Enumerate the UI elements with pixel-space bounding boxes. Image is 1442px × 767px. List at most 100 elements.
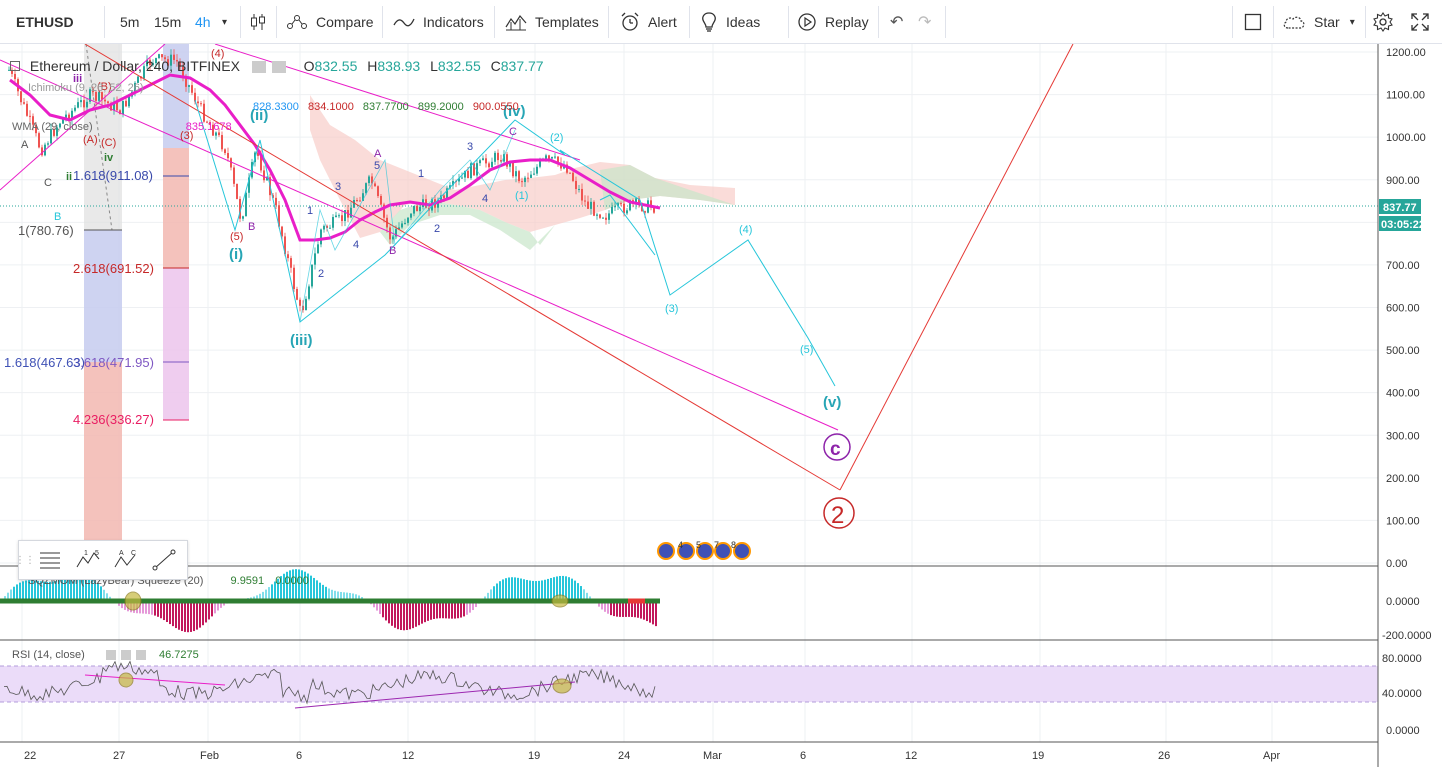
squeeze-bar: [283, 573, 285, 601]
trend-line-icon[interactable]: [145, 541, 183, 579]
squeeze-bar: [553, 577, 555, 601]
lines-icon[interactable]: [31, 541, 69, 579]
highlight-ellipse: [551, 594, 569, 608]
divider: [1232, 6, 1233, 38]
candle-body: [536, 166, 538, 174]
candle-body: [314, 253, 316, 265]
alert-button[interactable]: Alert: [620, 0, 677, 44]
svg-text:1: 1: [84, 550, 88, 557]
economic-events[interactable]: 4 5 7 8: [657, 540, 751, 560]
squeeze-bar: [103, 589, 105, 601]
squeeze-bar: [199, 601, 201, 628]
symbol-title: Ethereum / Dollar, 240, BITFINEX: [29, 58, 240, 74]
settings-icon[interactable]: [105, 650, 116, 661]
candle-body: [368, 176, 370, 184]
squeeze-bar: [544, 579, 546, 601]
elliott-wave-sub: [299, 129, 516, 323]
chart-area[interactable]: 4 5 7 8 1.618(911.08) 1(780.76) 2.618(69…: [0, 44, 1442, 767]
rsi-divergence-line: [294, 681, 576, 709]
candle-body: [170, 54, 172, 66]
flag-icon[interactable]: [714, 542, 732, 560]
squeeze-bar: [601, 601, 603, 610]
ideas-button[interactable]: Ideas: [700, 0, 760, 44]
close-icon[interactable]: [135, 650, 146, 661]
elliott-wave-cyan: [194, 99, 836, 387]
eye-icon[interactable]: [251, 61, 266, 74]
fullscreen-square-icon[interactable]: [1244, 0, 1270, 44]
flag-icon[interactable]: [696, 542, 714, 560]
squeeze-bar: [304, 571, 306, 601]
squeeze-bar: [385, 601, 387, 621]
candle-body: [110, 103, 112, 111]
candle-body: [317, 244, 319, 254]
candle-body: [38, 133, 40, 148]
star-button[interactable]: Star ▾: [1282, 0, 1355, 44]
candle-body: [59, 123, 61, 128]
candle-body: [365, 183, 367, 194]
flag-icon[interactable]: [677, 542, 695, 560]
candles-icon[interactable]: [250, 0, 274, 44]
squeeze-bar: [646, 601, 648, 622]
candle-body: [398, 227, 400, 230]
squeeze-bar: [85, 574, 87, 601]
squeeze-bar: [142, 601, 144, 614]
wave-2-circle: [823, 497, 855, 529]
candle-body: [116, 101, 118, 111]
candle-body: [83, 100, 85, 108]
settings-icon[interactable]: [271, 61, 286, 74]
squeeze-bar: [571, 578, 573, 601]
star-label: Star: [1314, 14, 1340, 30]
replay-button[interactable]: Replay: [797, 0, 869, 44]
interval-15m[interactable]: 15m: [154, 14, 182, 30]
wave-label: B: [389, 245, 396, 257]
candle-body: [584, 200, 586, 202]
wave-label-2: 2: [831, 502, 844, 529]
candle-body: [638, 198, 640, 204]
flag-icon[interactable]: [733, 542, 751, 560]
indicators-button[interactable]: Indicators: [393, 0, 484, 44]
chevron-down-icon[interactable]: ▾: [222, 16, 228, 28]
candle-body: [65, 114, 67, 118]
time-tick: 26: [1158, 750, 1170, 762]
candle-body: [452, 181, 454, 186]
flag-icon[interactable]: [657, 542, 675, 560]
candle-body: [98, 92, 100, 101]
candle-body: [383, 204, 385, 218]
squeeze-bar: [172, 601, 174, 627]
squeeze-bar: [256, 595, 258, 601]
squeeze-bar: [523, 579, 525, 601]
price-axis-tick: 1200.00: [1386, 47, 1426, 59]
compare-button[interactable]: Compare: [286, 0, 374, 44]
squeeze-bar: [262, 591, 264, 601]
collapse-icon[interactable]: [10, 61, 20, 71]
undo-icon[interactable]: ↶: [890, 14, 904, 31]
symbol-search[interactable]: ETHUSD: [16, 14, 74, 30]
chart-canvas[interactable]: 4 5 7 8 1.618(911.08) 1(780.76) 2.618(69…: [0, 44, 1442, 767]
redo-icon[interactable]: ↷: [918, 14, 932, 31]
candle-body: [362, 193, 364, 201]
drag-handle-icon[interactable]: ⋮⋮: [15, 554, 35, 566]
squeeze-bar: [607, 601, 609, 614]
interval-5m[interactable]: 5m: [120, 14, 140, 30]
candle-body: [242, 216, 244, 219]
gear-icon[interactable]: [1373, 0, 1401, 44]
squeeze-bar: [547, 578, 549, 601]
low-label: L: [430, 58, 438, 74]
squeeze-bar: [352, 593, 354, 601]
price-axis-tick: 1000.00: [1386, 132, 1426, 144]
highlight-ellipse: [118, 672, 134, 688]
squeeze-bar: [643, 601, 645, 620]
templates-button[interactable]: Templates: [505, 0, 599, 44]
candle-body: [146, 59, 148, 67]
interval-4h[interactable]: 4h: [195, 14, 211, 30]
candle-body: [284, 236, 286, 255]
squeeze-bar: [559, 576, 561, 601]
squeeze-bar: [181, 601, 183, 632]
expand-icon[interactable]: [1411, 0, 1437, 44]
divider: [104, 6, 105, 38]
squeeze-bar: [151, 601, 153, 615]
plus-icon[interactable]: [120, 650, 131, 661]
